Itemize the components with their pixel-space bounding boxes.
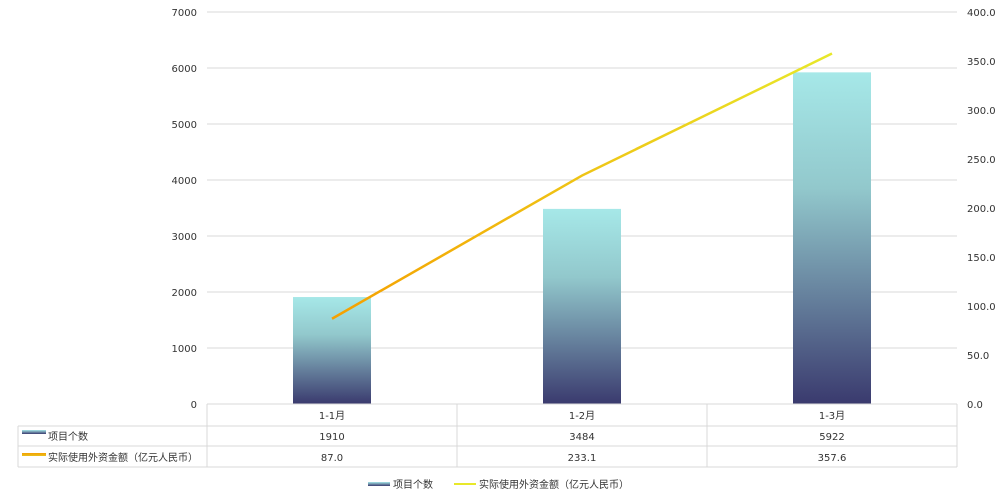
left-tick-label: 1000 xyxy=(172,344,197,355)
left-tick-label: 4000 xyxy=(172,176,197,187)
right-tick-label: 250.0 xyxy=(967,155,996,166)
right-tick-label: 200.0 xyxy=(967,204,996,215)
left-tick-label: 3000 xyxy=(172,232,197,243)
category-label: 1-2月 xyxy=(569,410,595,422)
legend-key-bar xyxy=(368,482,390,486)
series-line xyxy=(331,52,833,320)
table-cell: 87.0 xyxy=(321,453,343,464)
bar xyxy=(793,72,871,405)
right-tick-label: 300.0 xyxy=(967,106,996,117)
right-tick-label: 0.0 xyxy=(967,400,983,411)
legend-label: 实际使用外资金额（亿元人民币） xyxy=(479,478,629,491)
table-cell: 5922 xyxy=(819,432,844,443)
table-row-label: 实际使用外资金额（亿元人民币） xyxy=(48,451,198,464)
category-label: 1-1月 xyxy=(319,410,345,422)
bar xyxy=(543,208,621,404)
table-cell: 1910 xyxy=(319,432,344,443)
table-cell: 233.1 xyxy=(568,453,597,464)
table-legend-key-line xyxy=(22,453,46,456)
bar xyxy=(293,297,371,404)
left-tick-label: 6000 xyxy=(172,64,197,75)
category-label: 1-3月 xyxy=(819,410,845,422)
table-cell: 357.6 xyxy=(818,453,847,464)
legend-label: 项目个数 xyxy=(393,478,433,491)
right-tick-label: 150.0 xyxy=(967,253,996,264)
right-tick-label: 100.0 xyxy=(967,302,996,313)
left-tick-label: 5000 xyxy=(172,120,197,131)
left-tick-label: 7000 xyxy=(172,8,197,19)
table-row-label: 项目个数 xyxy=(48,430,88,443)
table-legend-key-bar xyxy=(22,430,46,434)
table-cell: 3484 xyxy=(569,432,594,443)
right-tick-label: 400.0 xyxy=(967,8,996,19)
left-tick-label: 0 xyxy=(191,400,197,411)
left-tick-label: 2000 xyxy=(172,288,197,299)
right-tick-label: 350.0 xyxy=(967,57,996,68)
right-tick-label: 50.0 xyxy=(967,351,989,362)
